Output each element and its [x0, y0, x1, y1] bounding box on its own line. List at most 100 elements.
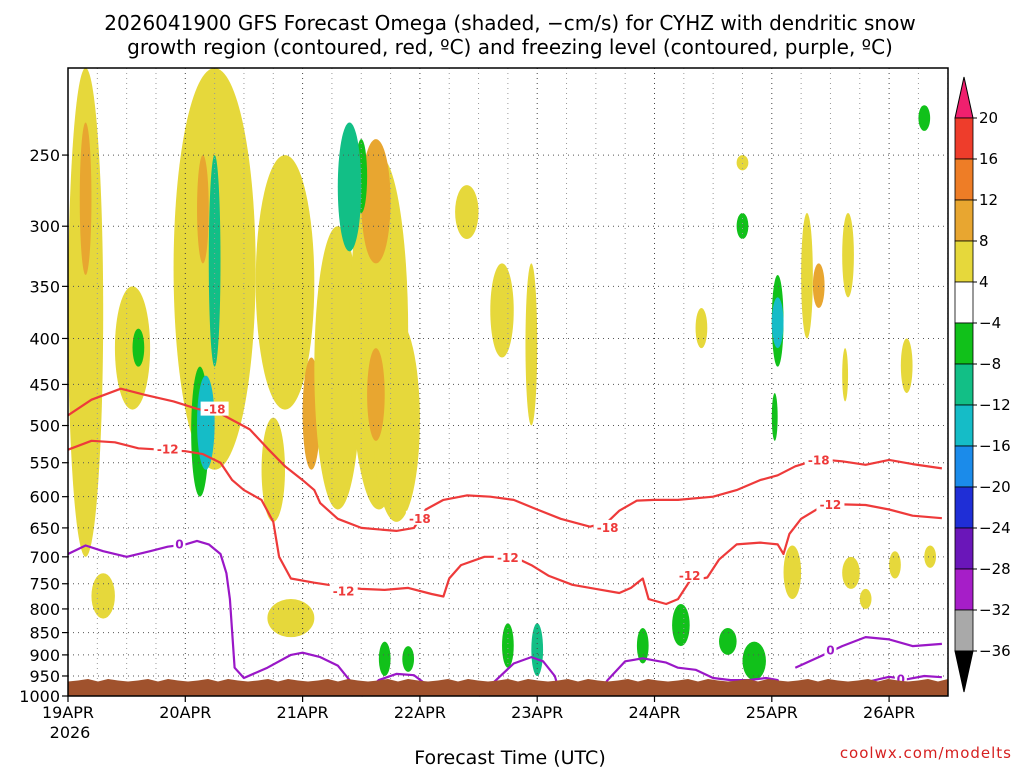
- colorbar-box-8: [954, 404, 974, 447]
- terrain-layer: [68, 679, 948, 696]
- colorbar-tick-label-1: 16: [979, 150, 998, 168]
- omega-region-16: [337, 122, 362, 252]
- omega-region-28: [636, 627, 649, 664]
- omega-region-23: [267, 599, 315, 638]
- omega-region-35: [736, 212, 749, 240]
- y-tick-label-600: 600: [29, 488, 60, 507]
- y-tick-label-950: 950: [29, 667, 60, 686]
- omega-region-24: [378, 641, 391, 676]
- y-tick-label-650: 650: [29, 519, 60, 538]
- x-axis-ticks: 19APR 20APR 21APR 22APR 23APR 24APR 25APR 26APR: [42, 696, 915, 722]
- x-tick-label-24apr: 24APR: [628, 703, 680, 722]
- x-axis-year: 2026: [50, 723, 91, 742]
- colorbar-box-12: [954, 568, 974, 611]
- omega-region-33: [771, 297, 784, 349]
- colorbar-tick-label-0: 20: [979, 109, 998, 127]
- omega-region-41: [900, 338, 913, 393]
- colorbar-tick-label-12: −32: [979, 601, 1011, 619]
- contour-label-9: 0: [175, 537, 183, 551]
- omega-region-44: [842, 556, 860, 589]
- x-axis-label: Forecast Time (UTC): [414, 747, 605, 768]
- plot-frame: [67, 67, 949, 697]
- omega-region-29: [672, 604, 690, 647]
- omega-region-21: [525, 263, 538, 426]
- omega-region-10: [261, 417, 286, 522]
- colorbar-tick-label-11: −28: [979, 560, 1011, 578]
- colorbar-tick-label-13: −36: [979, 642, 1011, 660]
- omega-region-0: [68, 68, 104, 557]
- omega-region-31: [742, 641, 766, 681]
- contour-label-5: -12: [333, 584, 355, 598]
- colorbar-box-2: [954, 158, 974, 201]
- contour-label-bg-10: [824, 642, 837, 657]
- omega-region-26: [502, 623, 514, 668]
- y-tick-label-400: 400: [29, 329, 60, 348]
- omega-region-9: [255, 155, 315, 410]
- omega-region-6: [197, 375, 215, 470]
- colorbar-tick-label-3: 8: [979, 232, 989, 250]
- x-tick-label-22apr: 22APR: [394, 703, 446, 722]
- colorbar-tick-label-10: −24: [979, 519, 1011, 537]
- contour-label-bg-6: [493, 549, 522, 564]
- y-axis-ticks: 250 300 350 400 450 500 550 600 650 700 750 800 850 9…: [19, 146, 68, 706]
- colorbar-bottom-arrow: [954, 650, 974, 693]
- x-tick-label-20apr: 20APR: [159, 703, 211, 722]
- contour-label-bg-1: [405, 510, 434, 525]
- x-tick-label-23apr: 23APR: [511, 703, 563, 722]
- colorbar-box-10: [954, 486, 974, 529]
- contour-label-8: -12: [820, 498, 842, 512]
- contour-label-7: -12: [679, 569, 701, 583]
- omega-region-34: [771, 392, 778, 441]
- chart-title-line1: 2026041900 GFS Forecast Omega (shaded, −…: [104, 11, 915, 35]
- freezing-contour-0: [67, 539, 357, 697]
- y-tick-label-800: 800: [29, 600, 60, 619]
- omega-region-8: [132, 328, 145, 367]
- contour-label-bg-9: [173, 536, 186, 551]
- contour-label-0: -18: [204, 403, 226, 417]
- y-tick-label-350: 350: [29, 277, 60, 296]
- credit-text: coolwx.com/modelts: [840, 744, 1012, 762]
- x-tick-label-25apr: 25APR: [746, 703, 798, 722]
- omega-region-40: [842, 348, 849, 402]
- contour-label-bg-7: [675, 567, 704, 582]
- omega-region-39: [842, 212, 854, 298]
- colorbar-tick-label-6: −8: [979, 355, 1001, 373]
- omega-region-42: [918, 105, 931, 131]
- colorbar-box-4: [954, 240, 974, 283]
- colorbar-tick-label-4: 4: [979, 273, 989, 291]
- y-tick-label-550: 550: [29, 454, 60, 473]
- omega-region-25: [402, 646, 415, 672]
- dgz-contour-1: [67, 439, 942, 606]
- omega-region-14: [361, 139, 391, 264]
- contour-label-10: 0: [826, 644, 834, 658]
- omega-region-1: [79, 122, 92, 276]
- omega-region-47: [924, 545, 937, 568]
- omega-region-30: [719, 627, 737, 655]
- omega-shading-layer: [68, 68, 937, 681]
- contour-label-bg-0: [200, 401, 229, 416]
- omega-region-43: [783, 545, 802, 600]
- omega-region-17: [372, 318, 420, 522]
- contour-label-6: -12: [497, 551, 519, 565]
- omega-region-38: [812, 263, 825, 309]
- omega-region-4: [197, 155, 209, 264]
- contour-label-2: -18: [597, 521, 619, 535]
- y-tick-label-850: 850: [29, 624, 60, 643]
- omega-region-19: [455, 185, 479, 240]
- contour-label-bg-2: [593, 519, 622, 534]
- colorbar-box-1: [954, 117, 974, 160]
- x-tick-label-26apr: 26APR: [863, 703, 915, 722]
- omega-region-48: [695, 308, 708, 349]
- contour-label-11: 0: [897, 672, 905, 686]
- omega-region-18: [367, 348, 385, 441]
- colorbar-tick-label-5: −4: [979, 314, 1001, 332]
- contour-label-bg-8: [816, 497, 845, 512]
- contour-label-bg-3: [804, 452, 833, 467]
- y-tick-label-750: 750: [29, 575, 60, 594]
- colorbar-box-13: [954, 609, 974, 652]
- surface-terrain: [68, 679, 948, 696]
- contour-label-bg-5: [329, 583, 358, 598]
- chart-title-line2: growth region (contoured, red, ºC) and f…: [127, 35, 893, 59]
- x-tick-label-21apr: 21APR: [277, 703, 329, 722]
- contour-label-1: -18: [409, 512, 431, 526]
